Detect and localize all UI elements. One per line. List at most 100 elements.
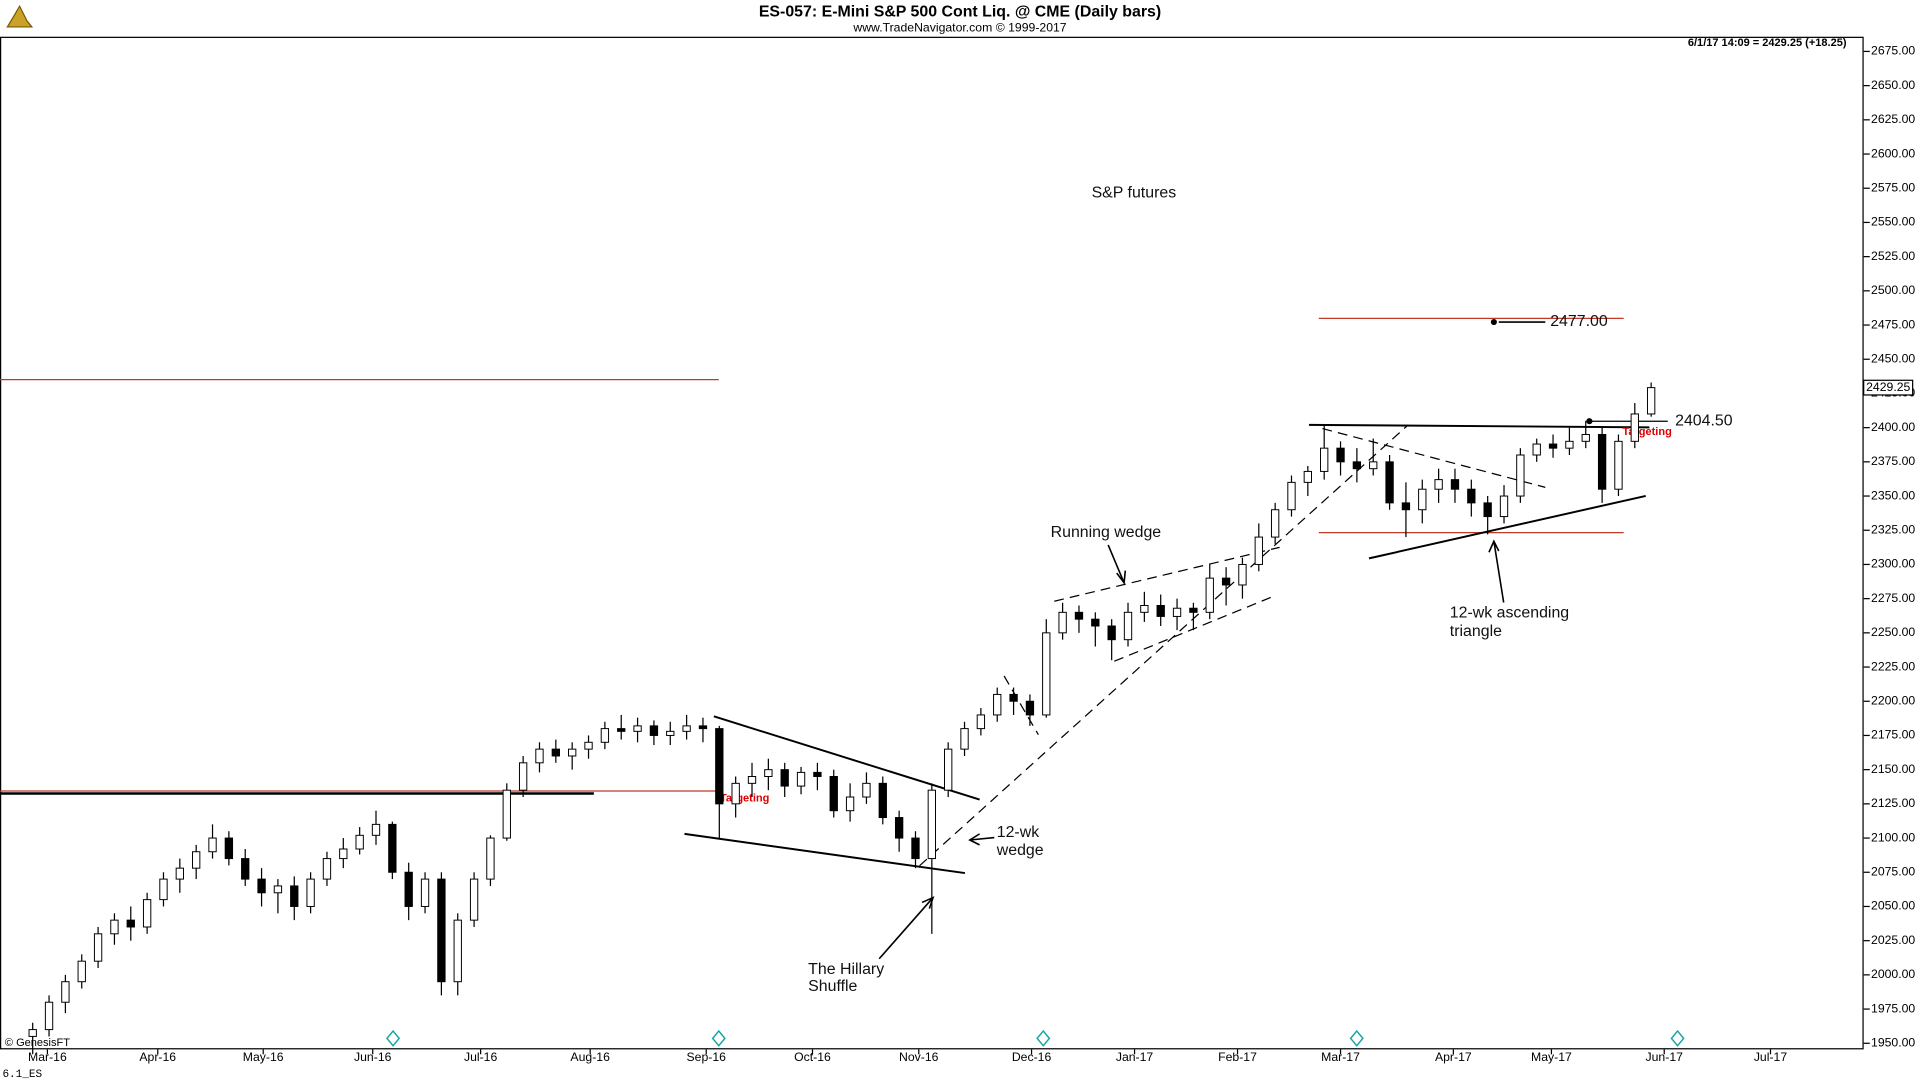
- candle-body: [1434, 479, 1443, 490]
- candle-body: [1254, 536, 1263, 565]
- candle-body: [1467, 488, 1476, 504]
- annotation: S&P futures: [1092, 185, 1177, 202]
- annotation: The Hillary: [808, 961, 884, 978]
- candle-body: [192, 851, 201, 869]
- candle-body: [420, 878, 430, 907]
- y-tick-label: 2000.00: [1871, 967, 1915, 981]
- candle-body: [1450, 479, 1460, 490]
- candle-body: [1042, 632, 1051, 716]
- y-tick-label: 2525.00: [1871, 249, 1915, 263]
- candle-body: [224, 837, 234, 860]
- candle-body: [44, 1001, 54, 1031]
- candle-body: [649, 725, 659, 736]
- y-tick-label: 2675.00: [1871, 44, 1915, 58]
- x-tick-label: Mar-17: [1321, 1050, 1360, 1064]
- candle-body: [404, 871, 413, 907]
- candle-body: [698, 725, 708, 730]
- candle-body: [1597, 433, 1607, 490]
- y-tick-label: 2150.00: [1871, 762, 1915, 776]
- candle-body: [1091, 618, 1100, 627]
- candle-body: [829, 776, 838, 812]
- x-tick-label: Jan-17: [1116, 1050, 1154, 1064]
- x-tick-label: Jun-17: [1646, 1050, 1684, 1064]
- candle-body: [1385, 461, 1394, 504]
- candle-body: [1369, 461, 1378, 470]
- annotation: wedge: [996, 842, 1044, 859]
- candle-body: [371, 823, 381, 836]
- last-price-box: [1863, 379, 1914, 396]
- annotation: Running wedge: [1051, 524, 1162, 541]
- x-tick-label: Feb-17: [1218, 1050, 1257, 1064]
- candle-body: [878, 782, 887, 819]
- y-tick-label: 1975.00: [1871, 1001, 1915, 1015]
- candle-body: [731, 782, 740, 805]
- candle-body: [1025, 700, 1035, 716]
- candle-body: [290, 885, 299, 907]
- candle-body: [469, 878, 479, 921]
- y-tick-label: 2300.00: [1871, 557, 1915, 571]
- source: © GenesisFT: [5, 1037, 70, 1049]
- candle-body: [1565, 440, 1574, 449]
- annotation: 12-wk ascending: [1450, 605, 1569, 622]
- candle-body: [862, 782, 871, 798]
- y-tick-label: 2625.00: [1871, 112, 1915, 126]
- candle-body: [1238, 563, 1247, 586]
- candle-body: [61, 981, 70, 1003]
- y-tick-label: 2600.00: [1871, 146, 1915, 160]
- x-tick-label: Apr-16: [139, 1050, 176, 1064]
- event-icons: [385, 1029, 1685, 1047]
- candle-body: [322, 858, 332, 880]
- candle-body: [518, 762, 528, 791]
- candle-body: [1287, 481, 1296, 511]
- x-tick-label: Jul-17: [1754, 1050, 1788, 1064]
- candle-body: [28, 1029, 37, 1037]
- y-tick-label: 2575.00: [1871, 180, 1915, 194]
- candle-body: [944, 748, 953, 791]
- candle-body: [126, 919, 135, 928]
- candle-body: [1320, 447, 1329, 472]
- y-tick-label: 2500.00: [1871, 283, 1915, 297]
- candle-body: [960, 728, 969, 750]
- y-tick-label: 2250.00: [1871, 625, 1915, 639]
- candle-body: [633, 725, 642, 732]
- x-tick-label: Jul-16: [464, 1050, 498, 1064]
- candle-body: [1352, 461, 1362, 470]
- candle-body: [453, 919, 462, 983]
- x-tick-label: Aug-16: [570, 1050, 610, 1064]
- candle-body: [551, 748, 560, 757]
- candle-body: [1156, 604, 1165, 617]
- candle-body: [666, 730, 675, 736]
- x-tick-label: Nov-16: [899, 1050, 939, 1064]
- y-tick-label: 2650.00: [1871, 78, 1915, 92]
- candle-body: [568, 748, 577, 757]
- candle-body: [1140, 604, 1149, 613]
- candle-body: [1221, 577, 1231, 586]
- y-tick-label: 2175.00: [1871, 728, 1915, 742]
- y-tick-label: 2375.00: [1871, 454, 1915, 468]
- candle-body: [1483, 502, 1492, 518]
- level-lines: [0, 317, 1624, 792]
- candle-body: [600, 728, 610, 743]
- y-tick-label: 2275.00: [1871, 591, 1915, 605]
- candle-body: [1270, 509, 1280, 538]
- candle-body: [813, 771, 822, 777]
- candle-body: [273, 885, 283, 894]
- plot-frame: [0, 36, 1864, 1050]
- y-tick-label: 2050.00: [1871, 899, 1915, 913]
- candles: [28, 382, 1656, 1055]
- candle-body: [1499, 495, 1509, 518]
- candle-body: [142, 899, 152, 928]
- candle-body: [1058, 611, 1067, 634]
- candle-body: [993, 693, 1002, 716]
- candle-body: [845, 796, 855, 812]
- annotation: Targeting: [720, 792, 769, 804]
- candle-body: [1581, 433, 1590, 442]
- chart-title: ES-057: E-Mini S&P 500 Cont Liq. @ CME (…: [759, 3, 1161, 20]
- candle-body: [1418, 488, 1427, 511]
- y-tick-label: 1950.00: [1871, 1035, 1915, 1049]
- candle-body: [927, 789, 936, 860]
- annotation: 12-wk: [997, 824, 1039, 841]
- x-tick-label: Dec-16: [1012, 1050, 1052, 1064]
